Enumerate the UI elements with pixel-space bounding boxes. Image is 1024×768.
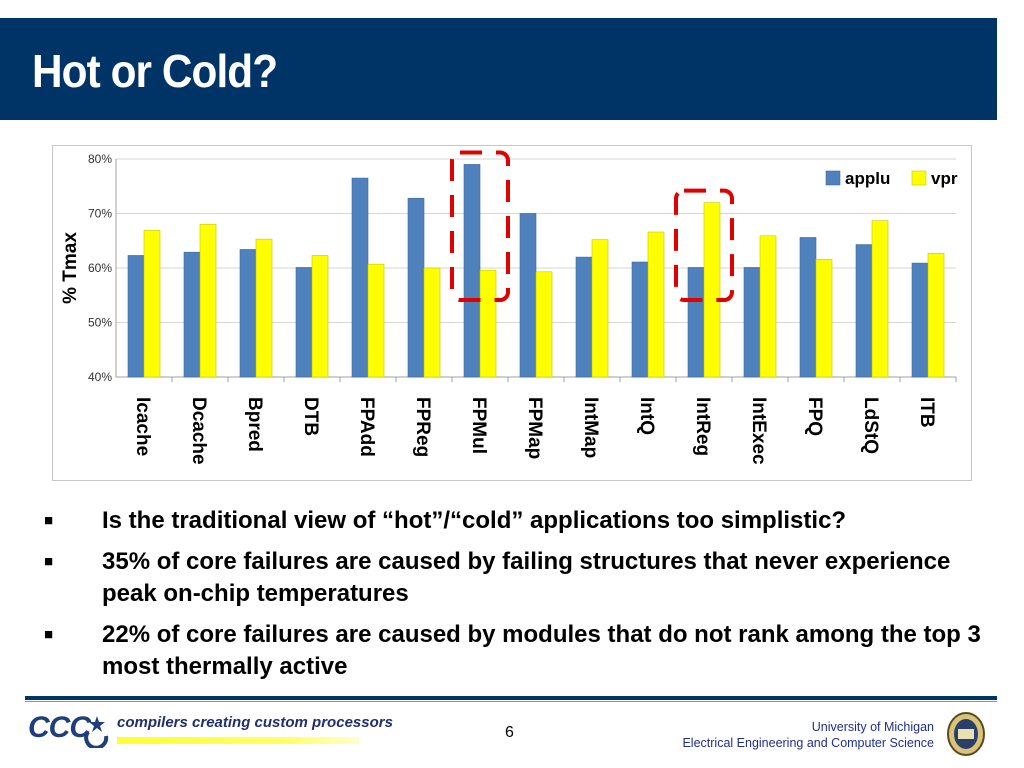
bullet-text: 22% of core failures are caused by modul… xyxy=(102,621,981,680)
x-tick-label: Icache xyxy=(132,397,153,456)
bullet-text: Is the traditional view of “hot”/“cold” … xyxy=(102,507,847,534)
x-tick-label: FPAdd xyxy=(356,397,377,457)
x-tick-label: IntMap xyxy=(580,397,601,458)
page-number: 6 xyxy=(505,724,514,741)
x-tick-label: ITB xyxy=(916,397,937,428)
bar-vpr-DTB xyxy=(311,255,329,378)
bullet-marker: ■ xyxy=(44,512,54,529)
ccc-logo-mark-icon xyxy=(82,714,112,753)
university-name: University of Michigan xyxy=(811,720,934,734)
university-credit: University of Michigan Electrical Engine… xyxy=(682,719,934,751)
y-axis-label: % Tmax xyxy=(60,232,81,304)
x-tick-label: DTB xyxy=(300,397,321,436)
bar-vpr-IntMap xyxy=(591,239,609,378)
x-tick-label: FPMul xyxy=(468,397,489,454)
bar-vpr-Icache xyxy=(143,230,161,378)
bar-vpr-Dcache xyxy=(199,224,217,378)
bar-vpr-FPReg xyxy=(423,267,441,378)
x-tick-label: Bpred xyxy=(244,397,265,452)
bar-applu-LdStQ xyxy=(855,244,873,378)
bar-applu-ITB xyxy=(911,262,929,378)
x-tick-label: LdStQ xyxy=(860,397,881,454)
y-tick-label: 50% xyxy=(88,316,112,330)
ccc-logo: CCC xyxy=(28,711,91,744)
y-tick-label: 80% xyxy=(88,152,112,166)
legend-label-vpr: vpr xyxy=(931,169,958,188)
x-tick-label: FPMap xyxy=(524,397,545,459)
bar-vpr-ITB xyxy=(927,252,945,378)
bar-applu-FPAdd xyxy=(351,177,369,378)
x-tick-label: IntQ xyxy=(636,397,657,435)
x-tick-label: IntReg xyxy=(692,397,713,456)
bar-vpr-FPQ xyxy=(815,258,833,378)
tagline: compilers creating custom processors xyxy=(117,714,393,731)
bar-applu-Icache xyxy=(127,255,145,378)
legend-swatch-applu xyxy=(825,170,841,186)
slide-title: Hot or Cold? xyxy=(32,45,278,97)
footer-rule-thin xyxy=(25,701,997,702)
bullet-item: ■ 35% of core failures are caused by fai… xyxy=(40,546,1000,610)
tagline-underline xyxy=(117,737,359,744)
bar-vpr-Bpred xyxy=(255,238,273,378)
bullet-marker: ■ xyxy=(44,553,54,570)
title-bar xyxy=(0,18,997,120)
department-name: Electrical Engineering and Computer Scie… xyxy=(682,736,934,750)
bar-applu-IntReg xyxy=(687,267,705,378)
chart-svg: 40% 50% 60% 70% 80% % Tmax Icache Dcache Bpred DT… xyxy=(52,145,972,481)
x-tick-label: Dcache xyxy=(188,397,209,465)
bar-applu-Bpred xyxy=(239,249,257,378)
bar-applu-Dcache xyxy=(183,251,201,378)
bar-vpr-IntQ xyxy=(647,231,665,378)
bar-applu-FPQ xyxy=(799,237,817,378)
highlight-box-FPMul xyxy=(450,150,510,303)
footer-rule xyxy=(25,696,997,700)
bar-vpr-LdStQ xyxy=(871,220,889,378)
y-tick-label: 70% xyxy=(88,207,112,221)
bar-applu-DTB xyxy=(295,267,313,378)
bullet-item: ■ Is the traditional view of “hot”/“cold… xyxy=(40,505,1000,537)
bar-vpr-IntExec xyxy=(759,235,777,378)
bar-applu-FPMul xyxy=(463,164,481,378)
bar-applu-FPMap xyxy=(519,213,537,378)
bar-vpr-FPMap xyxy=(535,271,553,378)
y-tick-label: 40% xyxy=(88,370,112,384)
bullet-marker: ■ xyxy=(44,626,54,643)
university-seal-icon xyxy=(946,711,986,762)
bar-applu-IntExec xyxy=(743,267,761,378)
bullet-item: ■ 22% of core failures are caused by mod… xyxy=(40,619,1000,683)
bar-vpr-FPAdd xyxy=(367,263,385,378)
bullet-list: ■ Is the traditional view of “hot”/“cold… xyxy=(40,505,1000,692)
bullet-text: 35% of core failures are caused by faili… xyxy=(102,548,951,607)
bar-applu-FPReg xyxy=(407,197,425,378)
x-tick-label: IntExec xyxy=(748,397,769,465)
bar-chart: 40% 50% 60% 70% 80% % Tmax Icache Dcache Bpred DT… xyxy=(52,145,972,481)
bar-applu-IntQ xyxy=(631,261,649,378)
x-tick-label: FPReg xyxy=(412,397,433,457)
bar-vpr-FPMul xyxy=(479,269,497,378)
legend-swatch-vpr xyxy=(911,170,927,186)
bar-vpr-IntReg xyxy=(703,202,721,378)
y-tick-label: 60% xyxy=(88,261,112,275)
legend-label-applu: applu xyxy=(845,169,890,188)
highlight-box-IntReg xyxy=(674,188,734,302)
x-tick-label: FPQ xyxy=(804,397,825,436)
bar-applu-IntMap xyxy=(575,256,593,378)
